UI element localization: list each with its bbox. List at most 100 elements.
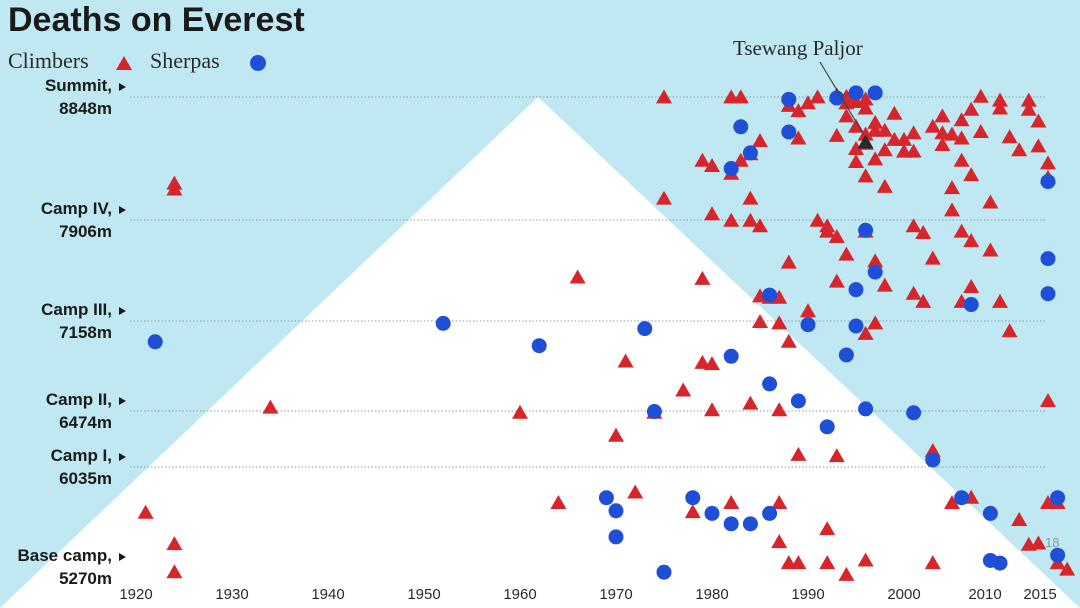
x-tick-label: 2010 xyxy=(968,586,1001,603)
climber-death-mark xyxy=(963,167,980,182)
annotated-climber-mark xyxy=(857,134,874,149)
camp-label-altitude: 7906m xyxy=(59,222,112,241)
legend: Climbers Sherpas xyxy=(8,48,266,73)
climber-death-mark xyxy=(1030,535,1047,550)
sherpa-death-mark xyxy=(867,85,883,101)
sherpa-death-mark xyxy=(723,348,739,364)
legend-triangle-icon xyxy=(116,56,132,70)
climber-death-mark xyxy=(934,137,951,152)
climber-death-mark xyxy=(608,427,624,442)
climber-death-mark xyxy=(137,504,154,519)
climber-death-mark xyxy=(905,285,922,300)
sherpa-death-mark xyxy=(1040,286,1056,302)
climber-death-mark xyxy=(550,494,567,509)
camp-label-altitude: 7158m xyxy=(59,323,112,342)
data-marks xyxy=(137,85,1076,581)
climber-death-mark xyxy=(876,122,893,137)
sherpa-death-mark xyxy=(646,404,662,420)
camp-pointer-icon xyxy=(119,553,126,561)
climber-death-mark xyxy=(771,534,788,549)
sherpa-death-mark xyxy=(1040,251,1056,267)
climber-death-mark xyxy=(905,218,922,233)
camp-pointer-icon xyxy=(119,83,126,91)
climber-death-mark xyxy=(166,564,183,579)
climber-death-mark xyxy=(704,402,720,417)
climber-death-mark xyxy=(800,303,816,318)
climber-death-mark xyxy=(828,273,845,288)
climber-death-mark xyxy=(924,555,941,570)
sherpa-death-mark xyxy=(848,318,864,334)
climber-death-mark xyxy=(694,270,711,285)
legend-label-sherpas: Sherpas xyxy=(150,48,220,73)
camp-label-name: Camp IV, xyxy=(41,199,112,218)
climber-death-mark xyxy=(857,325,874,340)
climber-death-mark xyxy=(848,140,864,155)
x-tick-label: 1930 xyxy=(215,586,248,603)
climber-death-mark xyxy=(771,289,788,304)
climber-death-mark xyxy=(915,224,932,239)
climber-death-mark xyxy=(732,89,749,104)
climber-death-mark xyxy=(1030,113,1047,128)
sherpa-death-mark xyxy=(685,490,701,506)
climber-death-mark xyxy=(972,88,989,103)
climber-death-mark xyxy=(857,552,874,567)
climber-death-mark xyxy=(752,218,768,233)
climber-death-mark xyxy=(752,133,768,148)
sherpa-death-mark xyxy=(858,401,874,417)
camp-label-name: Camp III, xyxy=(41,300,112,319)
sherpa-death-mark xyxy=(781,124,797,140)
climber-death-mark xyxy=(819,223,836,238)
camp-pointer-icon xyxy=(119,307,126,315)
sherpa-death-mark xyxy=(742,516,758,532)
x-tick-label: 1940 xyxy=(311,586,344,603)
climber-death-mark xyxy=(944,202,960,217)
climber-death-mark xyxy=(924,443,941,458)
climber-death-mark xyxy=(790,446,807,461)
climber-death-mark xyxy=(656,89,672,104)
sherpa-death-mark xyxy=(800,317,816,333)
sherpa-death-mark xyxy=(906,405,922,421)
camp-label-altitude: 5270m xyxy=(59,569,112,588)
camp-label-altitude: 6035m xyxy=(59,469,112,488)
climber-death-mark xyxy=(857,100,874,115)
climber-death-mark xyxy=(771,402,788,417)
climber-death-mark xyxy=(982,194,999,209)
climber-death-mark xyxy=(732,152,749,167)
climber-death-mark xyxy=(896,131,912,146)
sherpa-death-mark xyxy=(848,85,864,101)
sherpa-death-mark xyxy=(1050,490,1066,506)
climber-death-mark xyxy=(742,212,759,227)
climber-death-mark xyxy=(780,333,797,348)
camp-pointer-icon xyxy=(119,206,126,214)
climber-death-mark xyxy=(694,152,711,167)
climber-death-mark xyxy=(867,253,884,268)
sherpa-death-mark xyxy=(733,119,749,135)
x-tick-label: 1920 xyxy=(119,586,152,603)
climber-death-mark xyxy=(742,395,759,410)
sherpa-death-mark xyxy=(963,297,979,313)
climber-death-mark xyxy=(905,143,922,158)
climber-death-mark xyxy=(1040,155,1056,170)
sherpa-death-mark xyxy=(762,287,778,303)
x-tick-label: 1980 xyxy=(695,586,728,603)
sherpa-death-mark xyxy=(848,282,864,298)
sherpa-death-mark xyxy=(531,338,547,354)
sherpa-death-mark xyxy=(742,145,758,161)
climber-death-mark xyxy=(790,555,807,570)
x-axis-ticks: 1920 1930 1940 1950 1960 1970 1980 1990 2000 2010… xyxy=(119,586,1056,603)
climber-death-mark xyxy=(166,536,183,551)
climber-death-mark xyxy=(963,233,980,248)
climber-death-mark xyxy=(876,178,893,193)
sherpa-death-mark xyxy=(954,490,970,506)
climber-death-mark xyxy=(656,190,672,205)
climber-death-mark xyxy=(1059,561,1076,576)
climber-death-mark xyxy=(1030,138,1047,153)
climber-death-mark xyxy=(838,108,855,123)
sherpa-death-mark xyxy=(598,490,614,506)
camp-label-name: Camp I, xyxy=(51,446,112,465)
x-tick-label: 2015 xyxy=(1023,586,1056,603)
climber-death-mark xyxy=(828,127,845,142)
climber-death-mark xyxy=(857,168,874,183)
climber-death-mark xyxy=(1001,129,1018,144)
